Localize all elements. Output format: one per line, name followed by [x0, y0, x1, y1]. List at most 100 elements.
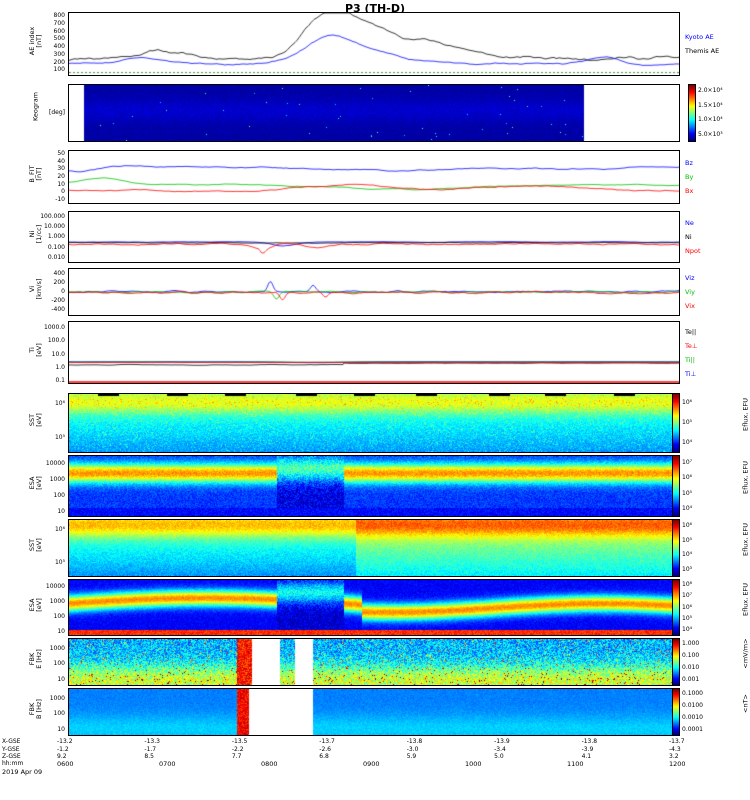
colorbar-tick-sst-2-1: 10⁴	[682, 551, 693, 559]
xaxis-y-gse-5: -3.4	[494, 745, 506, 753]
ytick-sst-1-1: 10⁶	[54, 400, 65, 408]
xtick-3: 0900	[363, 760, 380, 768]
ytick-vi-1: -200	[51, 296, 65, 304]
plot-area-sst-1	[69, 394, 679, 452]
ytick-esa-1-2: 1000	[49, 475, 65, 483]
colorbar-tick-fbk-e-3: 1.000	[682, 640, 700, 647]
colorbar-tick-sst-2-2: 10⁵	[682, 536, 693, 544]
colorbar-tick-keogram-0: 5.0×10³	[698, 130, 723, 138]
ytick-sst-2-1: 10⁶	[54, 525, 65, 533]
colorbar-gradient-fbk-e	[673, 639, 679, 685]
legend-ti-Ti: Ti||	[685, 355, 695, 364]
colorbar-gradient-sst-1	[673, 394, 679, 452]
xaxis-x-gse-1: -13.3	[144, 738, 160, 745]
xaxis-z-gse-5: 5.0	[494, 753, 504, 760]
colorbar-gradient-keogram	[689, 85, 695, 141]
colorbar-gradient-fbk-b	[673, 689, 679, 735]
xtick-2: 0800	[261, 760, 278, 768]
ytick-esa-2-2: 1000	[49, 597, 65, 605]
xaxis-x-gse-7: -13.7	[669, 738, 685, 745]
colorbar-tick-fbk-b-0: 0.0001	[682, 726, 703, 733]
xaxis-rowname-z-gse: Z-GSE	[2, 753, 21, 760]
colorbar-tick-fbk-b-3: 0.1000	[682, 690, 703, 697]
xtick-4: 1000	[465, 760, 482, 768]
ytick-ni-2: 1.000	[47, 233, 65, 241]
colorbar-gradient-esa-1	[673, 456, 679, 516]
colorbar-label-esa-1: Eflux, EFU	[741, 461, 750, 494]
ytick-ti-1: 1.0	[55, 363, 65, 371]
xtick-0: 0600	[57, 760, 74, 768]
colorbar-tick-esa-2-3: 10⁷	[682, 592, 693, 600]
legend-b-fit-Bx: Bx	[685, 187, 694, 195]
ytick-esa-1-3: 10000	[45, 459, 65, 467]
legend-vi-Vix: Vix	[685, 302, 695, 310]
xaxis-x-gse-6: -13.8	[581, 738, 598, 745]
colorbar-tick-esa-2-1: 10⁵	[682, 614, 693, 622]
ytick-b-fit-1: 0	[61, 188, 65, 196]
colorbar-tick-sst-1-2: 10⁶	[682, 399, 693, 406]
ytick-ti-2: 10.0	[51, 350, 65, 358]
colorbar-tick-esa-1-3: 10⁷	[682, 458, 693, 466]
xaxis-rowname-y-gse: Y-GSE	[2, 745, 20, 753]
legend-b-fit-By: By	[685, 173, 694, 181]
xaxis-x-gse-4: -13.8	[406, 738, 423, 745]
colorbar-tick-fbk-b-1: 0.0010	[682, 714, 703, 721]
colorbar-keogram	[688, 84, 696, 142]
xaxis-z-gse-0: 9.2	[57, 753, 67, 760]
plot-area-fbk-b	[69, 689, 679, 735]
plot-area-ti	[69, 322, 679, 383]
plot-area-keogram	[69, 85, 679, 141]
plot-area-ae-index	[69, 13, 679, 75]
ytick-ae-index-2: 300	[53, 50, 65, 58]
ytick-sst-1-0: 10⁵	[54, 434, 65, 442]
plot-area-vi	[69, 269, 679, 315]
ytick-b-fit-3: 20	[57, 173, 65, 180]
ytick-b-fit-6: 50	[57, 150, 65, 158]
legend-ti-Ti: Ti⊥	[685, 369, 697, 378]
ytick-vi-0: -400	[51, 305, 65, 313]
colorbar-label-fbk-e: <mV/m>	[741, 638, 750, 669]
xaxis-z-gse-4: 5.9	[406, 753, 417, 760]
xtick-5: 1100	[567, 760, 584, 768]
colorbar-tick-keogram-3: 2.0×10⁴	[698, 87, 723, 95]
plot-area-fbk-e	[69, 639, 679, 685]
ylabel-keogram: Keogram	[31, 91, 40, 122]
panel-keogram	[68, 84, 680, 142]
page-title: P3 (TH-D)	[344, 2, 405, 15]
colorbar-tick-keogram-1: 1.0×10⁴	[698, 116, 723, 124]
plot-area-b-fit	[69, 151, 679, 203]
panel-ti	[68, 321, 680, 384]
colorbar-tick-fbk-b-2: 0.0100	[682, 702, 703, 709]
ytick-esa-2-0: 10	[57, 627, 65, 635]
colorbar-esa-1	[672, 455, 680, 517]
ytick-fbk-e-2: 1000	[49, 644, 65, 652]
ytick-fbk-b-2: 1000	[49, 694, 65, 702]
ytick-ti-0: 0.1	[55, 376, 65, 384]
legend-ni-Npot: Npot	[685, 247, 701, 255]
ytick-vi-4: 400	[53, 270, 65, 278]
ytick-ae-index-0: 100	[53, 66, 65, 74]
panel-fbk-e	[68, 638, 680, 686]
colorbar-tick-keogram-2: 1.5×10⁴	[698, 101, 723, 109]
legend-ni-Ni: Ni	[685, 233, 692, 241]
panel-esa-1	[68, 455, 680, 517]
xaxis-z-gse-2: 7.7	[231, 753, 242, 760]
xtick-1: 0700	[159, 760, 176, 768]
xaxis-x-gse-5: -13.9	[494, 738, 510, 745]
xaxis-y-gse-7: -4.3	[669, 745, 681, 753]
xaxis-y-gse-0: -1.2	[57, 745, 69, 753]
xaxis-x-gse-0: -13.2	[57, 738, 73, 745]
legend-vi-Viy: Viy	[685, 288, 695, 296]
colorbar-label-fbk-b: <nT>	[741, 694, 750, 713]
ytick-ae-index-3: 400	[53, 43, 65, 51]
colorbar-gradient-sst-2	[673, 520, 679, 576]
ytick-ae-index-1: 200	[53, 58, 65, 66]
plot-area-esa-2	[69, 580, 679, 635]
ytick-ni-1: 0.100	[47, 243, 65, 251]
colorbar-sst-2	[672, 519, 680, 577]
colorbar-tick-sst-2-0: 10³	[682, 565, 693, 573]
panel-esa-2	[68, 579, 680, 636]
ytick-ae-index-7: 800	[53, 12, 65, 20]
colorbar-gradient-esa-2	[673, 580, 679, 635]
ytick-ti-4: 1000.0	[44, 324, 65, 332]
